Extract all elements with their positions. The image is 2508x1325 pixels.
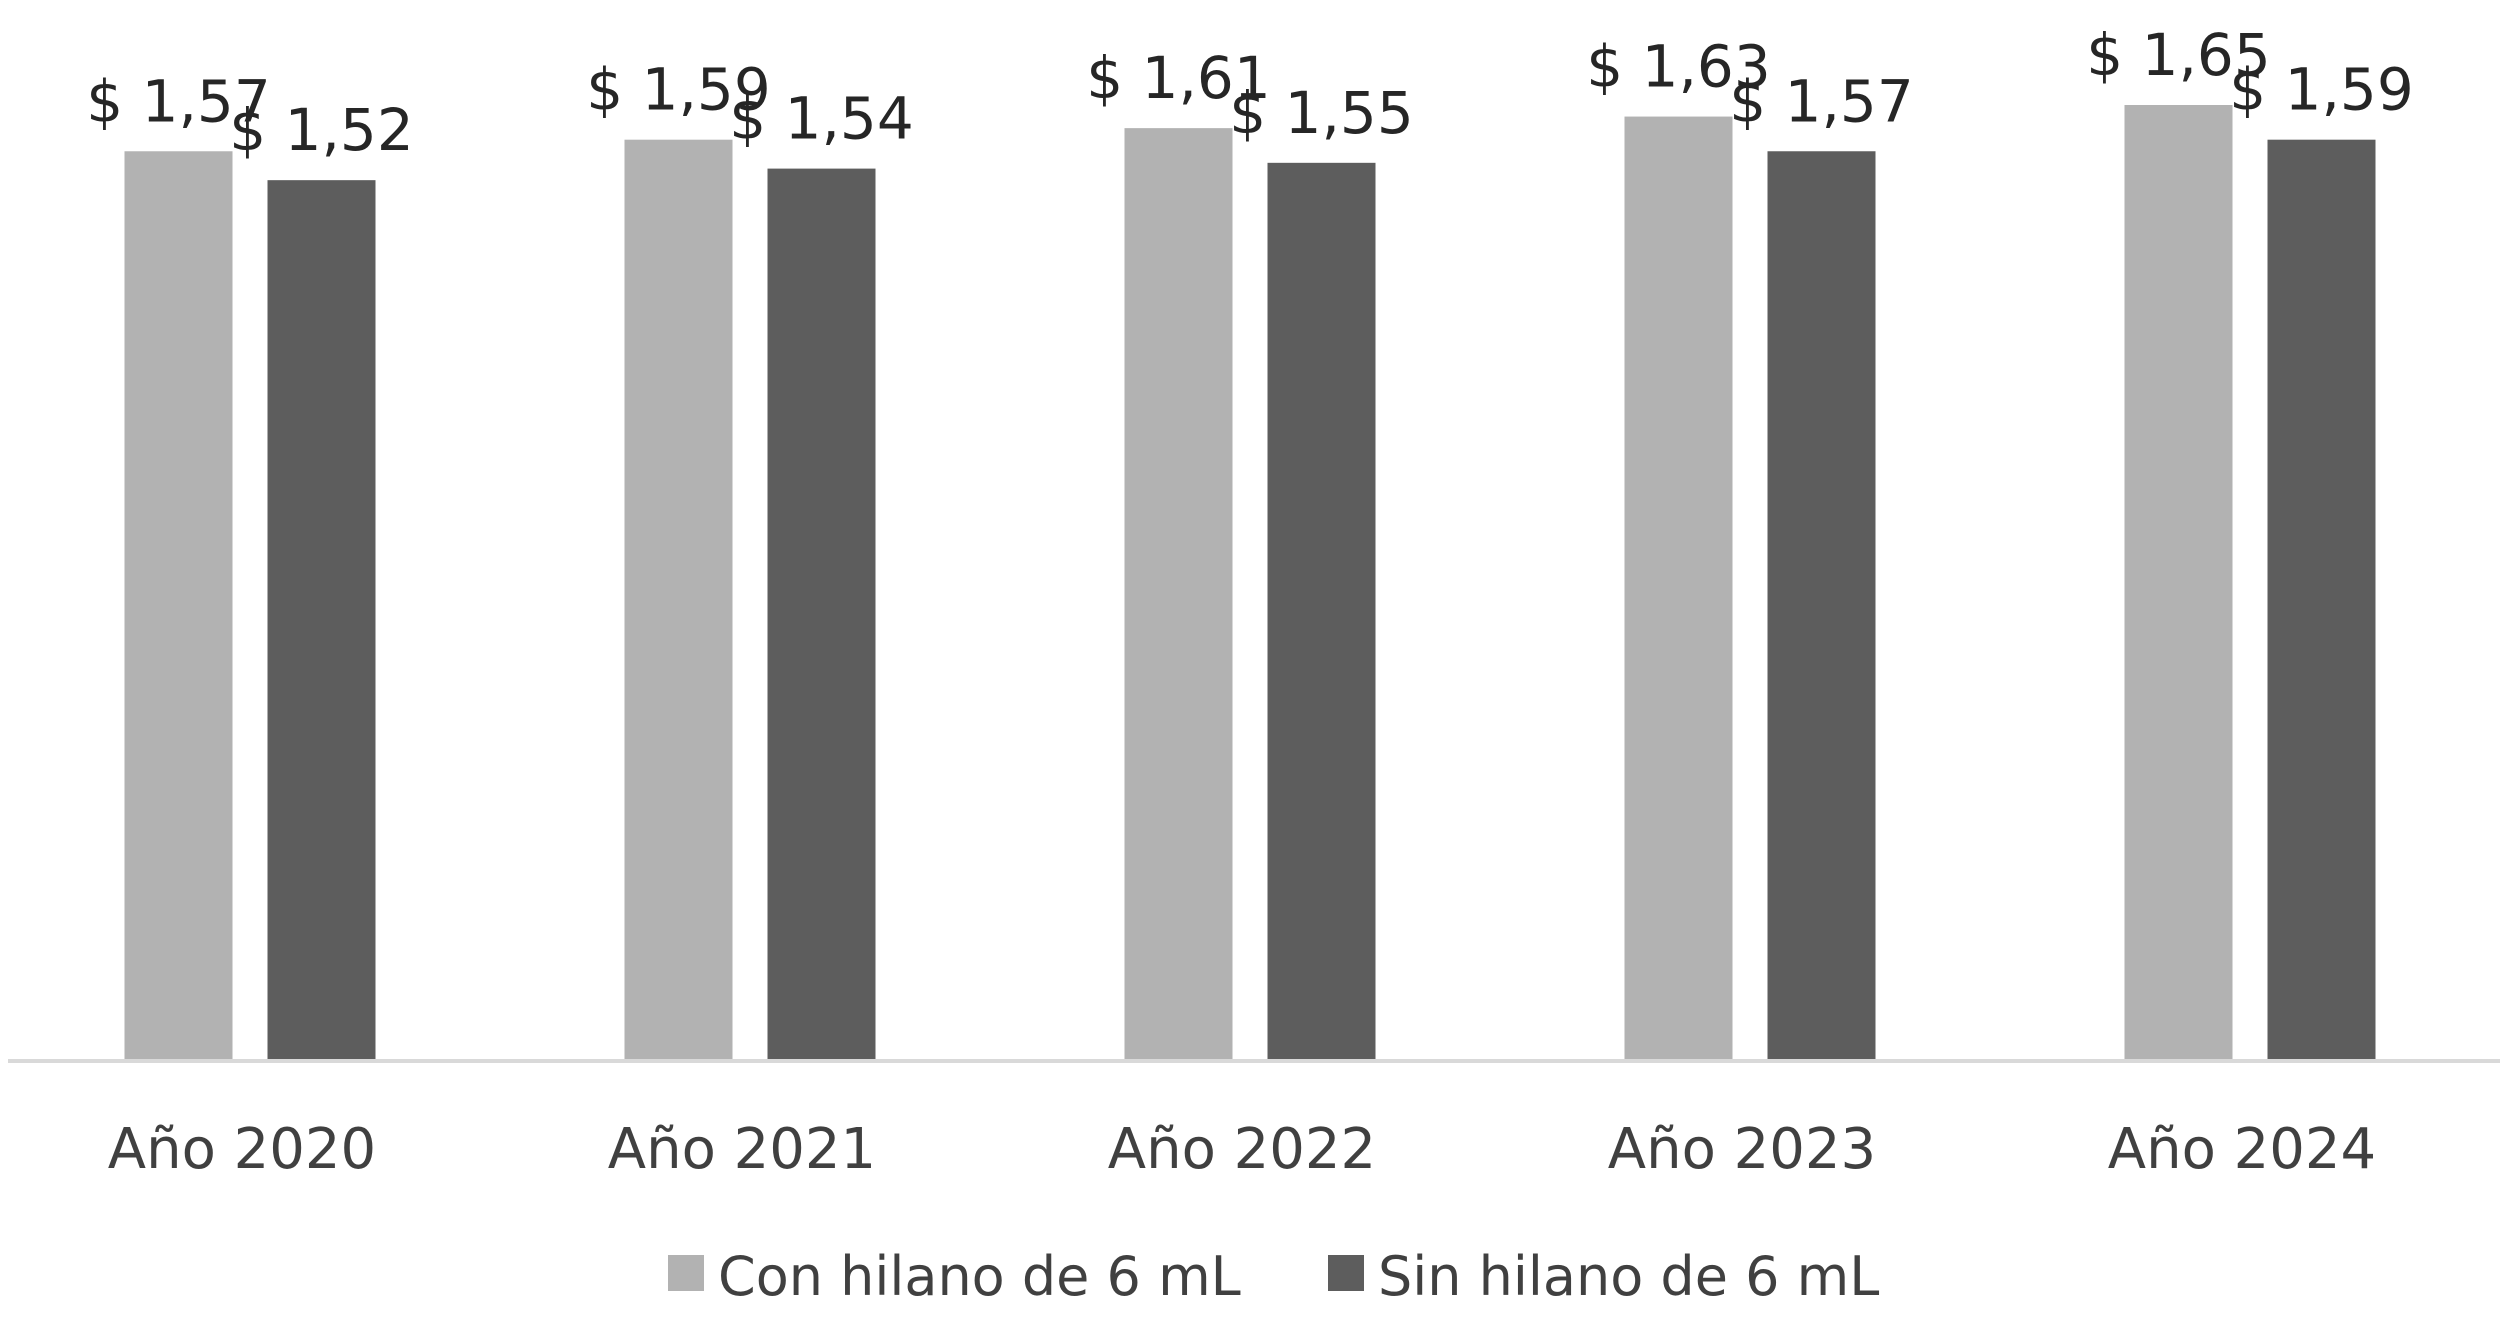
bar-con-hilano (624, 139, 733, 1059)
data-label: $ 1,65 (2086, 21, 2270, 89)
bar-sin-hilano (1267, 162, 1376, 1059)
bar-con-hilano (2124, 105, 2233, 1059)
bar-sin-hilano (267, 180, 376, 1059)
bar-sin-hilano (1767, 151, 1876, 1060)
data-label: $ 1,57 (86, 67, 270, 135)
data-label: $ 1,63 (1586, 33, 1770, 101)
data-label: $ 1,59 (586, 56, 770, 124)
legend-swatch-sin-hilano (1328, 1255, 1364, 1291)
data-label: $ 1,59 (2229, 56, 2413, 124)
bar-con-hilano (1624, 116, 1733, 1059)
bar-con-hilano (1124, 128, 1233, 1060)
bar-sin-hilano (767, 168, 876, 1060)
x-tick-label: Año 2020 (108, 1117, 376, 1182)
data-label: $ 1,54 (729, 85, 913, 153)
x-tick-label: Año 2023 (1608, 1117, 1876, 1182)
legend-label: Con hilano de 6 mL (718, 1245, 1241, 1308)
bar-con-hilano (124, 151, 233, 1060)
legend: Con hilano de 6 mL Sin hilano de 6 mL (668, 1245, 1879, 1308)
x-tick-label: Año 2021 (608, 1117, 876, 1182)
legend-swatch-con-hilano (668, 1255, 704, 1291)
bar-sin-hilano (2267, 139, 2376, 1059)
data-label: $ 1,57 (1729, 67, 1913, 135)
x-tick-labels-group: Año 2020 Año 2021 Año 2022 Año 2023 Año 2024 (108, 1117, 2376, 1182)
x-tick-label: Año 2024 (2108, 1117, 2376, 1182)
bars-group (124, 105, 2376, 1060)
data-label: $ 1,52 (229, 96, 413, 164)
x-tick-label: Año 2022 (1108, 1117, 1376, 1182)
data-label: $ 1,55 (1229, 79, 1413, 147)
data-label: $ 1,61 (1086, 44, 1270, 112)
data-labels-group: $ 1,57$ 1,52$ 1,59$ 1,54$ 1,61$ 1,55$ 1,… (86, 21, 2413, 164)
legend-label: Sin hilano de 6 mL (1378, 1245, 1879, 1308)
